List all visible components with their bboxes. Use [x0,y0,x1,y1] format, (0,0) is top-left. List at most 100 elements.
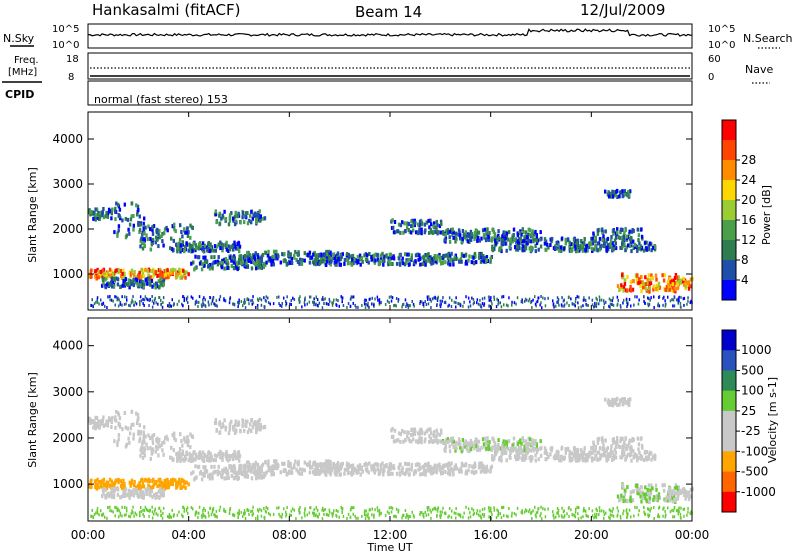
velocity-cell [586,458,589,463]
velocity-cell [428,439,431,444]
power-cell [626,301,628,304]
power-cell [511,300,513,304]
power-cell [353,257,356,262]
power-cell [417,222,420,227]
velocity-cell [300,471,304,476]
velocity-cell [149,446,152,451]
power-cell [638,241,641,246]
power-cell [545,247,548,252]
velocity-cell [322,509,325,512]
velocity-cell [591,445,594,450]
velocity-cell [628,441,631,445]
velocity-cell [185,439,188,444]
power-cell [459,236,462,241]
velocity-cell [479,509,481,513]
velocity-cell [664,498,667,503]
velocity-cell [371,513,373,517]
velocity-cell [214,469,217,474]
power-cell [210,255,213,260]
velocity-cell [99,479,103,484]
power-cell [535,241,539,245]
velocity-cell [485,467,488,472]
velocity-cell [655,497,658,502]
power-cell [398,256,401,261]
power-cell [414,220,417,225]
velocity-cell [677,509,680,513]
velocity-cell [491,446,494,451]
velocity-cell [104,487,107,492]
power-cell [407,257,410,262]
power-cell [497,233,500,238]
velocity-cell [376,462,379,467]
power-cell [421,300,423,304]
power-cell [134,280,138,285]
velocity-cell [487,444,490,449]
power-cell [138,270,141,275]
velocity-cell [614,455,618,460]
power-cell [221,261,224,265]
power-cell [657,304,659,308]
velocity-cell [179,486,182,490]
velocity-cell [119,511,122,515]
power-cell [405,260,408,265]
power-cell [220,265,224,270]
power-cell [539,303,541,307]
velocity-cell [153,509,156,513]
velocity-cell [152,433,156,437]
power-cell [358,253,362,258]
velocity-cell [630,458,633,463]
velocity-cell [590,456,594,461]
power-cell [175,242,178,247]
power-cell [482,259,486,264]
velocity-cell [175,482,178,487]
power-cell [440,261,443,266]
power-cell [96,272,99,277]
power-cell [683,303,685,307]
power-cell [96,300,99,304]
velocity-cell [150,451,153,456]
velocity-cell [173,431,176,436]
velocity-cell [335,513,337,517]
colorbar-tick-label: 28 [741,153,756,167]
power-cell [392,254,395,259]
power-cell [528,299,530,303]
power-cell [633,242,636,247]
velocity-cell [157,489,160,494]
power-cell [281,304,283,308]
power-cell [653,295,655,299]
power-cell [645,247,648,252]
power-cell [259,256,262,261]
velocity-cell [295,467,298,472]
power-cell [367,260,370,265]
power-cell [127,278,131,283]
power-cell [658,296,660,299]
velocity-cell [322,506,324,510]
velocity-cell [178,447,182,451]
velocity-cell [621,450,624,455]
power-cell [611,303,613,306]
velocity-cell [90,478,93,483]
power-cell [92,216,95,221]
velocity-cell [154,495,157,500]
power-cell [266,253,270,258]
power-cell [376,257,380,262]
power-cell [406,225,409,230]
power-cell [342,304,345,307]
velocity-cell [135,513,138,517]
power-cell [580,244,584,248]
power-cell [398,262,402,267]
velocity-cell [618,402,621,407]
velocity-cell [532,448,535,453]
power-cell [334,259,338,264]
power-cell [144,225,147,230]
velocity-cell [564,450,567,455]
power-cell [388,252,391,257]
velocity-cell [402,513,405,517]
power-cell [595,296,597,300]
velocity-cell [97,479,100,484]
power-cell [392,225,395,230]
velocity-cell [616,403,619,408]
power-cell [493,232,497,237]
velocity-cell [592,440,595,445]
velocity-cell [203,506,205,510]
